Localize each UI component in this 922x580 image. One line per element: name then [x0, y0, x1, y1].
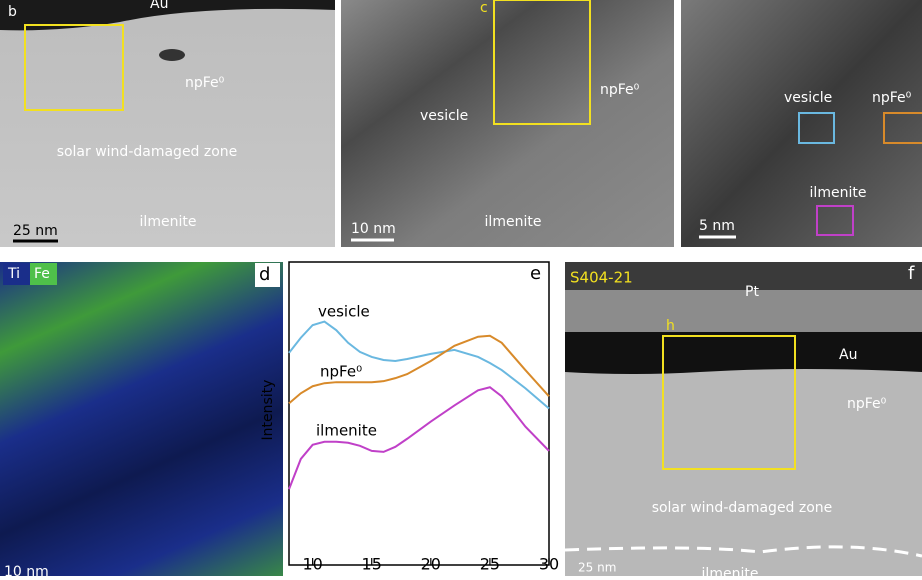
image — [0, 262, 283, 576]
scale-label: 25 nm — [13, 223, 58, 239]
panel-label: b — [8, 4, 17, 20]
pt-layer — [565, 290, 922, 332]
label: Au — [839, 347, 857, 363]
fe-bg — [30, 263, 57, 285]
top-layer — [565, 262, 922, 290]
series-line — [288, 334, 550, 405]
panel-c: c npFe⁰ vesicle ilmenite 10 nm — [341, 0, 674, 247]
box — [883, 112, 922, 144]
boundary — [564, 545, 922, 558]
panel-label: c — [480, 0, 488, 16]
series-line — [288, 320, 550, 410]
label: solar wind-damaged zone — [652, 500, 833, 516]
series-label: npFe⁰ — [320, 363, 362, 381]
label: npFe⁰ — [185, 75, 225, 91]
series-line — [288, 386, 550, 490]
panel-label: e — [530, 263, 541, 284]
label: ilmenite — [702, 566, 759, 576]
box — [816, 205, 854, 236]
plot-frame — [288, 261, 550, 566]
x-tick-label: 15 — [362, 555, 382, 574]
x-tick-label: 25 — [480, 555, 500, 574]
panel-right: vesicle npFe⁰ ilmenite 5 nm — [681, 0, 922, 247]
y-axis-label: Intensity — [260, 380, 276, 441]
box — [24, 24, 124, 111]
panel-b: b Au npFe⁰ solar wind-damaged zone ilmen… — [0, 0, 335, 247]
label: vesicle — [784, 90, 832, 106]
label: npFe⁰ — [600, 82, 640, 98]
image — [681, 0, 922, 247]
label: npFe⁰ — [872, 90, 912, 106]
series-label: ilmenite — [316, 422, 377, 440]
x-tick-label: 20 — [421, 555, 441, 574]
label: vesicle — [420, 108, 468, 124]
label: S404-21 — [570, 269, 633, 287]
label: npFe⁰ — [847, 396, 887, 412]
scale-label: 5 nm — [699, 218, 735, 234]
series-label: vesicle — [318, 303, 370, 321]
box — [662, 335, 796, 470]
particle — [159, 49, 185, 61]
panel-label: d — [259, 264, 270, 285]
label: ilmenite — [810, 185, 867, 201]
panel-e: e Intensity 10 15 20 25 30 vesicle npFe⁰ ilmeni… — [260, 261, 559, 574]
box — [493, 0, 591, 125]
au-layer — [565, 332, 922, 374]
label: Au — [150, 0, 168, 12]
x-tick-label: 10 — [302, 555, 322, 574]
panel-f: S404-21 f Pt h Au npFe⁰ solar wind-damag… — [564, 262, 922, 580]
box — [798, 112, 835, 144]
label: ilmenite — [140, 214, 197, 230]
scale-label: 25 nm — [578, 561, 616, 575]
image — [0, 0, 335, 247]
x-tick-label: 30 — [539, 555, 559, 574]
au-layer — [0, 0, 335, 31]
label: Fe — [34, 266, 50, 282]
label: solar wind-damaged zone — [57, 144, 238, 160]
label: ilmenite — [485, 214, 542, 230]
label: Pt — [745, 284, 759, 300]
label-bg — [255, 263, 280, 287]
panel-label: f — [908, 263, 915, 284]
label: Ti — [7, 266, 20, 282]
scale-label: 10 nm — [4, 564, 49, 576]
panel-d: Ti Fe d 10 nm — [0, 262, 283, 580]
label: h — [666, 318, 675, 334]
scale-label: 10 nm — [351, 221, 396, 237]
ti-bg — [3, 263, 30, 285]
